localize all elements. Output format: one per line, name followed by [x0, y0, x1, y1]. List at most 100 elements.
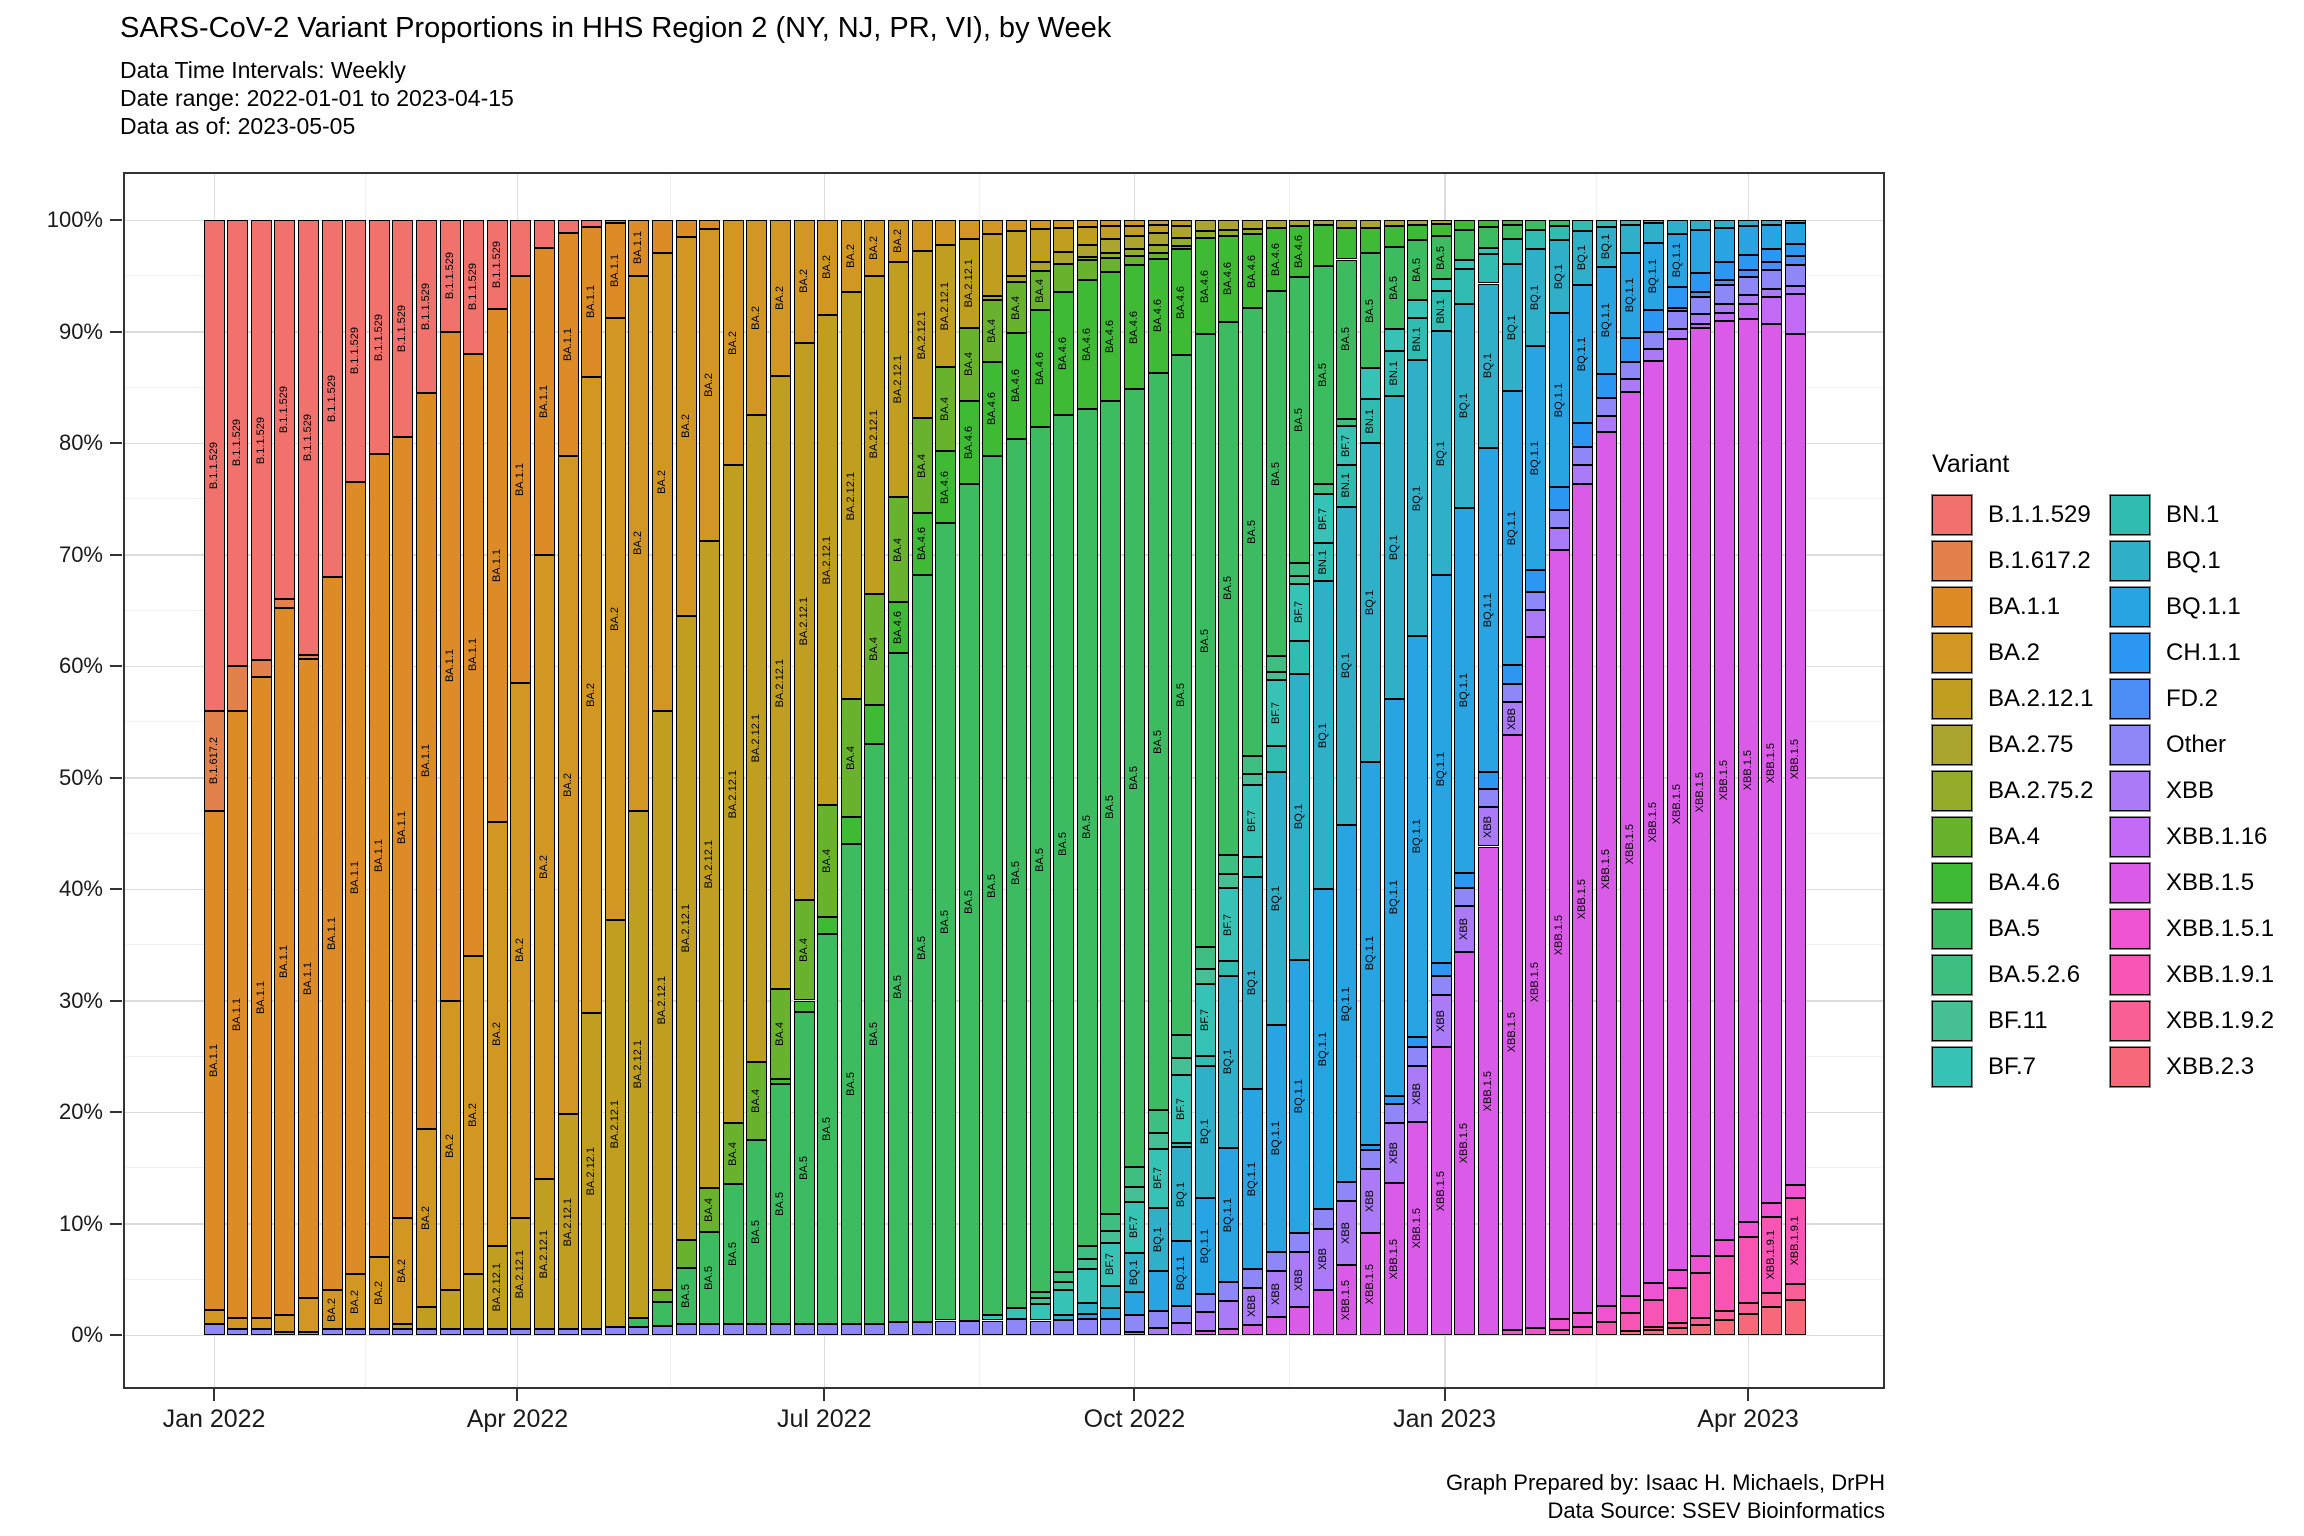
bar-segment: BQ.1.1	[1383, 698, 1405, 1097]
bar-segment-label: XBB	[1293, 1268, 1306, 1291]
bar-segment-label: XBB	[1363, 1190, 1376, 1213]
legend-swatch	[2109, 954, 2151, 996]
bar-segment-label: BA.2.12.1	[632, 1040, 645, 1089]
bar-segment: BF.7	[1194, 984, 1216, 1057]
legend-item: B.1.617.2	[1931, 540, 2091, 582]
bar-segment: BA.4.6	[1147, 258, 1169, 374]
bar-segment	[1737, 269, 1759, 277]
bar-segment: XBB.1.5	[1713, 321, 1735, 1240]
bar-segment: BA.4	[1005, 282, 1027, 333]
bar-segment	[1053, 1272, 1075, 1283]
bar-segment: BA.5	[1289, 277, 1311, 564]
bar-segment-label: B.1.1.529	[278, 386, 291, 434]
bar-segment	[1407, 220, 1429, 225]
bar-segment	[1147, 245, 1169, 254]
bar-segment-label: BA.4	[986, 318, 999, 343]
bar-segment: BA.4.6	[1100, 271, 1122, 401]
bar-segment-label: BF.7	[1104, 1253, 1117, 1276]
bar-segment: BA.1.1	[581, 226, 603, 378]
bar-segment	[1171, 220, 1193, 226]
bar-segment	[1123, 220, 1145, 226]
bar-segment: BA.1.1	[203, 810, 225, 1311]
legend-label: XBB.2.3	[2166, 1053, 2255, 1080]
bar-segment	[1761, 261, 1783, 270]
bar-segment: BA.5	[1076, 408, 1098, 1246]
legend-label: XBB.1.5	[2166, 869, 2255, 896]
bar-segment: BA.2.12.1	[817, 314, 839, 806]
bar-segment-label: BA.5	[1009, 861, 1022, 886]
bar-segment	[1454, 887, 1476, 907]
bar-segment	[1147, 1311, 1169, 1329]
bar-segment	[1619, 220, 1641, 225]
bar-segment	[1312, 225, 1334, 267]
bar-segment	[1525, 220, 1547, 230]
bar-segment: BQ.1.1	[1454, 508, 1476, 873]
gridline-h	[123, 721, 1885, 723]
bar-segment-label: BQ.1	[1293, 804, 1306, 830]
bar-segment	[1265, 656, 1287, 672]
bar-segment: BA.2	[840, 220, 862, 293]
x-tick-mark	[1443, 1389, 1446, 1401]
bar-segment	[1737, 276, 1759, 296]
bar-segment: BF.7	[1147, 1148, 1169, 1209]
bar-segment: BQ.1.1	[1194, 1198, 1216, 1295]
bar-segment-label: BQ.1.1	[1434, 752, 1447, 787]
bar-segment	[557, 1329, 579, 1335]
bar-segment	[1218, 1282, 1240, 1301]
gridline-h	[123, 386, 1885, 388]
legend-label: XBB.1.9.2	[2166, 1007, 2275, 1034]
bar-segment	[1100, 1230, 1122, 1243]
bar-segment	[1289, 1233, 1311, 1253]
bar-segment: BA.2.12.1	[911, 251, 933, 419]
bar-segment	[1501, 220, 1523, 225]
bar-segment: BF.7	[1265, 680, 1287, 746]
bar-segment-label: BA.5	[1387, 275, 1400, 300]
legend-item: CH.1.1	[2109, 632, 2241, 674]
bar-segment	[1218, 220, 1240, 230]
bar-segment-label: BA.5	[1080, 815, 1093, 840]
legend-item: XBB.1.5	[2109, 862, 2255, 904]
bar-segment	[1289, 220, 1311, 227]
y-tick-mark	[110, 888, 122, 890]
bar-segment	[1713, 220, 1735, 229]
bar-segment-label: BF.7	[1293, 601, 1306, 624]
bar-segment	[274, 1314, 296, 1332]
bar-segment-label: XBB.1.9.1	[1765, 1230, 1778, 1280]
legend-item: XBB.1.16	[2109, 816, 2267, 858]
bar-segment	[1619, 1312, 1641, 1332]
bar-segment-label: XBB.1.5	[1599, 848, 1612, 890]
bar-segment-label: BA.1.1	[443, 649, 456, 683]
y-tick-label: 60%	[58, 653, 103, 678]
legend-title: Variant	[1932, 450, 2010, 478]
bar-segment: BN.1	[1407, 317, 1429, 361]
bar-segment: BA.2.12.1	[864, 275, 886, 594]
bar-segment	[415, 1329, 437, 1335]
gridline-h	[123, 554, 1885, 556]
bar-segment: BA.2.12.1	[510, 1217, 532, 1330]
bar-segment	[1713, 303, 1735, 313]
bar-segment	[274, 599, 296, 608]
gridline-h	[123, 1334, 1885, 1336]
bar-segment	[510, 220, 532, 276]
bar-segment-label: BQ.1.1	[1411, 819, 1424, 854]
gridline-h	[123, 219, 1885, 221]
bar-segment-label: BQ.1.1	[1599, 303, 1612, 338]
bar-segment: XBB.1.9.1	[1761, 1217, 1783, 1294]
bar-segment	[1666, 220, 1688, 234]
bar-segment	[1123, 225, 1145, 236]
bar-segment: BQ.1.1	[1619, 253, 1641, 339]
bar-segment	[1359, 220, 1381, 228]
bar-segment-label: B.1.1.529	[372, 313, 385, 361]
legend-item: BQ.1	[2109, 540, 2221, 582]
legend-item: B.1.1.529	[1931, 494, 2091, 536]
bar-segment	[1430, 975, 1452, 995]
bar-segment	[1643, 349, 1665, 362]
bar-segment	[1147, 1328, 1169, 1335]
bar-segment	[1595, 1306, 1617, 1322]
bar-segment: BA.5	[1005, 438, 1027, 1309]
legend-swatch	[1931, 494, 1973, 536]
bar-segment: BA.4	[699, 1187, 721, 1233]
bar-segment: BA.1.1	[439, 331, 461, 1001]
bar-segment	[864, 705, 886, 745]
